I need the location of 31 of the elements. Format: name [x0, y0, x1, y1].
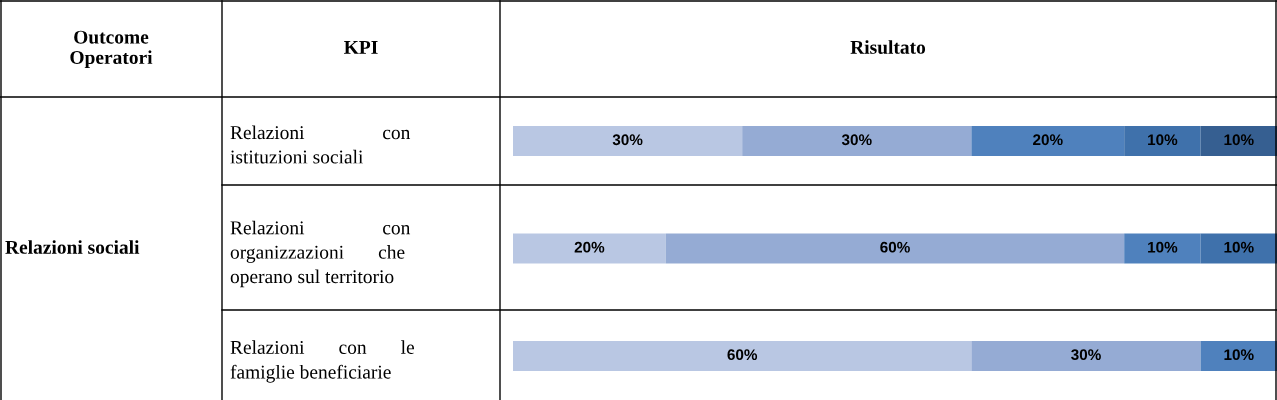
- bar: [971, 126, 1125, 157]
- y-tick-label: Relazioni con organizzazioni che operano sul territorio: [230, 220, 411, 288]
- annotation: Risultato: [850, 40, 926, 54]
- bar: [1200, 233, 1277, 264]
- data-label: 30%: [841, 134, 872, 146]
- data-label: 10%: [1224, 134, 1254, 146]
- data-label: 30%: [1071, 349, 1101, 361]
- bar: [1124, 126, 1201, 157]
- text: KPI: [344, 40, 378, 54]
- bar: [1124, 233, 1201, 264]
- data-label: 20%: [1033, 134, 1063, 146]
- bar: [1200, 340, 1277, 371]
- data-label: 60%: [880, 241, 910, 253]
- y-tick-label: Relazioni con istituzioni sociali: [230, 125, 411, 164]
- bar: [513, 233, 666, 264]
- text: Relazioni sociali: [5, 240, 140, 254]
- data-label: 10%: [1224, 349, 1254, 361]
- bar: [971, 340, 1201, 371]
- bar: [513, 126, 743, 157]
- data-label: 30%: [612, 134, 643, 146]
- data-label: 60%: [727, 349, 758, 361]
- data-label: 10%: [1148, 134, 1178, 146]
- data-label: 20%: [574, 241, 605, 253]
- text: Outcome Operatori: [70, 30, 153, 68]
- y-tick-label: Relazioni con le famiglie beneficiarie: [230, 340, 414, 383]
- data-label: 10%: [1224, 241, 1254, 253]
- bar: [665, 233, 1125, 264]
- bar: [513, 340, 972, 371]
- bar: [1200, 126, 1277, 157]
- bar: [742, 126, 972, 157]
- data-label: 10%: [1148, 241, 1178, 253]
